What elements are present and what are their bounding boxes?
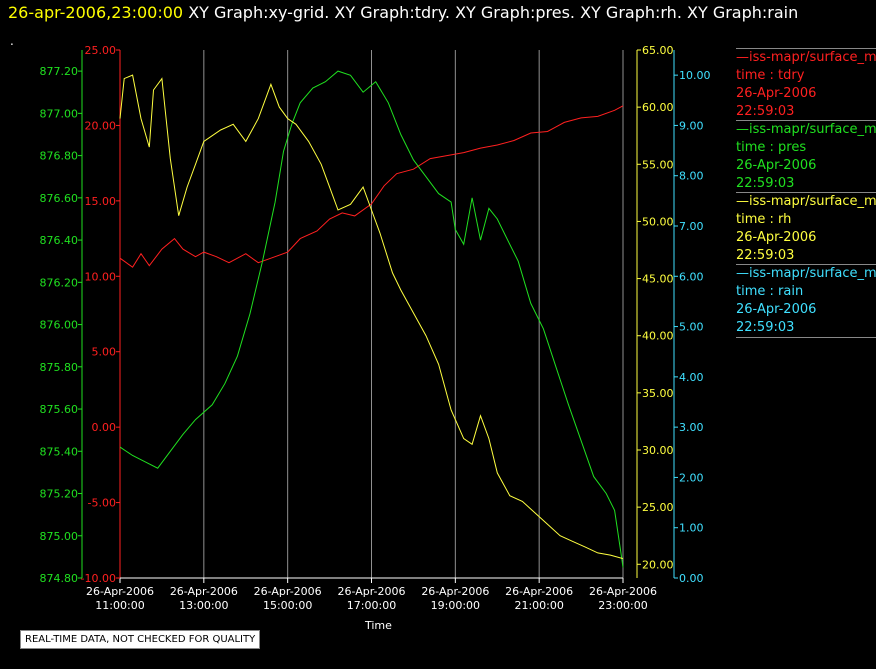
y-tick-label-rain: 8.00 — [679, 170, 704, 183]
x-tick-label-date: 26-Apr-2006 — [254, 585, 322, 598]
y-tick-label-tdry: 0.00 — [92, 421, 117, 434]
legend-line: 22:59:03 — [736, 320, 795, 335]
y-tick-label-rain: 5.00 — [679, 321, 704, 334]
legend-line: 22:59:03 — [736, 176, 795, 191]
x-tick-label-time: 13:00:00 — [179, 599, 228, 612]
legend-header: —iss-mapr/surface_m — [736, 264, 876, 281]
y-tick-label-pres: 876.20 — [40, 276, 79, 289]
legend-line: time : rain — [736, 284, 804, 299]
quality-notice: REAL-TIME DATA, NOT CHECKED FOR QUALITY — [20, 630, 261, 649]
marker-dot: . — [10, 34, 14, 48]
y-tick-label-rh: 50.00 — [642, 215, 674, 228]
y-tick-label-pres: 876.60 — [40, 192, 79, 205]
legend-entry-rh: —iss-mapr/surface_m time : rh 26-Apr-200… — [736, 192, 876, 265]
legend-entry-rain: —iss-mapr/surface_m time : rain 26-Apr-2… — [736, 264, 876, 338]
y-tick-label-rh: 45.00 — [642, 273, 674, 286]
legend-line: time : tdry — [736, 68, 805, 83]
y-tick-label-rain: 1.00 — [679, 522, 704, 535]
x-tick-label-date: 26-Apr-2006 — [86, 585, 154, 598]
y-tick-label-rh: 20.00 — [642, 558, 674, 571]
y-tick-label-rh: 35.00 — [642, 387, 674, 400]
y-tick-label-pres: 875.40 — [40, 445, 79, 458]
x-tick-label-time: 11:00:00 — [95, 599, 144, 612]
title-bar: 26-apr-2006,23:00:00 XY Graph:xy-grid. X… — [8, 3, 798, 22]
legend-header: —iss-mapr/surface_m — [736, 192, 876, 209]
x-tick-label-time: 17:00:00 — [347, 599, 396, 612]
y-tick-label-tdry: 20.00 — [85, 119, 117, 132]
y-tick-label-pres: 875.00 — [40, 530, 79, 543]
y-tick-label-rain: 3.00 — [679, 421, 704, 434]
y-tick-label-rain: 4.00 — [679, 371, 704, 384]
y-tick-label-pres: 877.00 — [40, 107, 79, 120]
legend-line: time : pres — [736, 140, 807, 155]
y-tick-label-pres: 874.80 — [40, 572, 79, 585]
legend-line: 26-Apr-2006 — [736, 230, 817, 245]
y-tick-label-rh: 30.00 — [642, 444, 674, 457]
y-tick-label-tdry: 10.00 — [85, 270, 117, 283]
x-tick-label-date: 26-Apr-2006 — [421, 585, 489, 598]
y-tick-label-pres: 876.00 — [40, 319, 79, 332]
x-axis-label: Time — [365, 619, 392, 632]
y-tick-label-rain: 0.00 — [679, 572, 704, 585]
y-tick-label-rh: 60.00 — [642, 101, 674, 114]
series-line-tdry — [119, 105, 624, 268]
y-tick-label-pres: 875.80 — [40, 361, 79, 374]
legend-line: 22:59:03 — [736, 248, 795, 263]
legend-line: 26-Apr-2006 — [736, 86, 817, 101]
legend-line: 26-Apr-2006 — [736, 302, 817, 317]
y-tick-label-tdry: 5.00 — [92, 346, 117, 359]
y-tick-label-tdry: -10.00 — [81, 572, 116, 585]
legend-line: time : rh — [736, 212, 792, 227]
y-tick-label-rh: 55.00 — [642, 158, 674, 171]
legend-header: —iss-mapr/surface_m — [736, 120, 876, 137]
x-tick-label-date: 26-Apr-2006 — [589, 585, 657, 598]
y-tick-label-rain: 9.00 — [679, 119, 704, 132]
x-tick-label-date: 26-Apr-2006 — [337, 585, 405, 598]
x-tick-label-time: 19:00:00 — [431, 599, 480, 612]
y-tick-label-tdry: 25.00 — [85, 44, 117, 57]
x-tick-label-time: 21:00:00 — [514, 599, 563, 612]
y-tick-label-rh: 25.00 — [642, 501, 674, 514]
legend-line: 26-Apr-2006 — [736, 158, 817, 173]
x-tick-label-time: 15:00:00 — [263, 599, 312, 612]
legend-header: —iss-mapr/surface_m — [736, 48, 876, 65]
legend-entry-tdry: —iss-mapr/surface_m time : tdry 26-Apr-2… — [736, 48, 876, 121]
title-graph-list: XY Graph:xy-grid. XY Graph:tdry. XY Grap… — [188, 3, 799, 22]
y-tick-label-pres: 876.80 — [40, 150, 79, 163]
legend-line: 22:59:03 — [736, 104, 795, 119]
legend-entry-pres: —iss-mapr/surface_m time : pres 26-Apr-2… — [736, 120, 876, 193]
y-tick-label-rain: 2.00 — [679, 471, 704, 484]
series-line-pres — [119, 70, 624, 568]
x-tick-label-time: 23:00:00 — [598, 599, 647, 612]
series-line-rh — [119, 74, 624, 560]
y-tick-label-pres: 877.20 — [40, 65, 79, 78]
y-tick-label-tdry: 15.00 — [85, 195, 117, 208]
y-tick-label-tdry: -5.00 — [88, 497, 116, 510]
y-tick-label-rh: 65.00 — [642, 44, 674, 57]
y-tick-label-rain: 10.00 — [679, 69, 711, 82]
y-tick-label-rain: 7.00 — [679, 220, 704, 233]
y-tick-label-pres: 876.40 — [40, 234, 79, 247]
title-timestamp: 26-apr-2006,23:00:00 — [8, 3, 184, 22]
y-tick-label-rh: 40.00 — [642, 330, 674, 343]
x-tick-label-date: 26-Apr-2006 — [505, 585, 573, 598]
y-tick-label-rain: 6.00 — [679, 270, 704, 283]
x-tick-label-date: 26-Apr-2006 — [170, 585, 238, 598]
y-tick-label-pres: 875.20 — [40, 488, 79, 501]
y-tick-label-pres: 875.60 — [40, 403, 79, 416]
